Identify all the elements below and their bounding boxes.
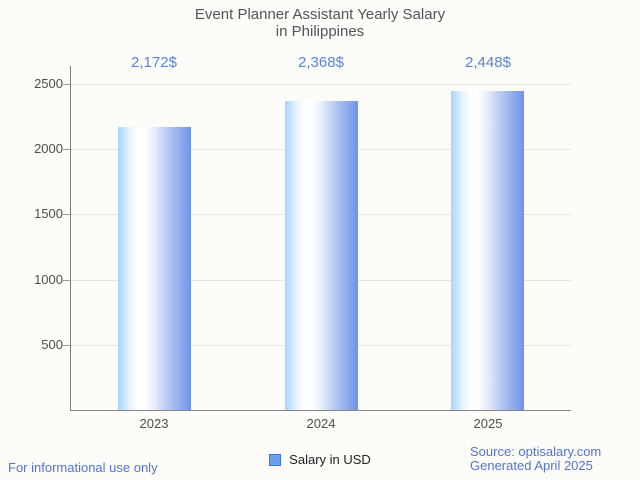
bar-2023 (118, 127, 191, 410)
y-tick-500 (63, 345, 71, 346)
x-axis-label-2023: 2023 (139, 416, 169, 431)
y-tick-1000 (63, 280, 71, 281)
generated-text: Generated April 2025 (470, 458, 593, 473)
source-text: Source: optisalary.com (470, 444, 602, 459)
x-axis-label-2025: 2025 (473, 416, 503, 431)
legend-swatch-icon (269, 453, 282, 466)
y-tick-2000 (63, 149, 71, 150)
y-axis-line (70, 66, 71, 411)
legend: Salary in USD (0, 452, 640, 467)
bar-2024 (285, 101, 358, 410)
value-label-2023: 2,172$ (131, 54, 177, 71)
value-label-2024: 2,368$ (298, 54, 344, 71)
y-axis-label-1000: 1000 (34, 272, 63, 287)
gridline-2500 (71, 84, 571, 85)
y-axis-label-1500: 1500 (34, 206, 63, 221)
chart-title: Event Planner Assistant Yearly Salary in… (0, 6, 640, 40)
disclaimer-text: For informational use only (8, 460, 158, 475)
legend-label: Salary in USD (289, 452, 371, 467)
chart-title-line-1: Event Planner Assistant Yearly Salary (194, 6, 446, 23)
x-axis-baseline (70, 410, 571, 411)
bar-2025 (451, 91, 524, 410)
value-label-2025: 2,448$ (465, 54, 511, 71)
source-info: Source: optisalary.com Generated April 2… (470, 445, 601, 473)
y-tick-2500 (63, 84, 71, 85)
y-axis-label-500: 500 (41, 337, 63, 352)
y-axis-label-2500: 2500 (34, 76, 63, 91)
y-axis-label-2000: 2000 (34, 141, 63, 156)
chart-title-line-2: in Philippines (275, 23, 365, 40)
y-tick-1500 (63, 214, 71, 215)
x-axis-label-2024: 2024 (306, 416, 336, 431)
